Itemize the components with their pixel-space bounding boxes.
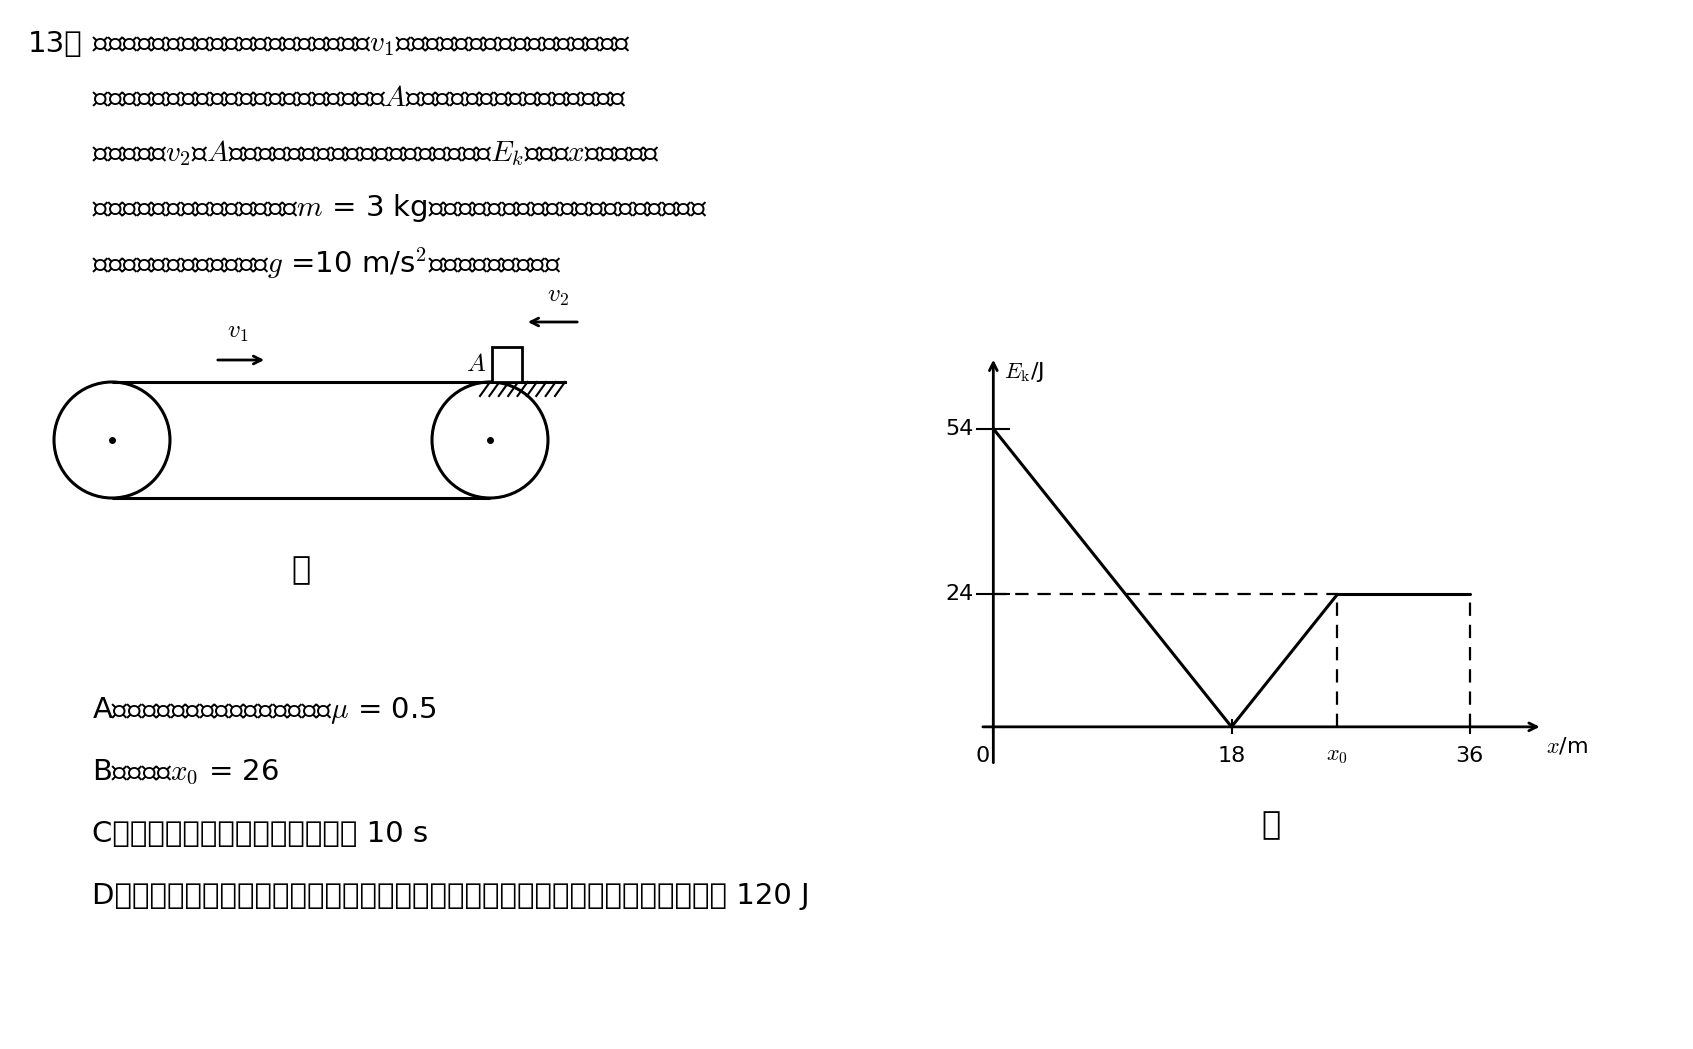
Text: $v_2$: $v_2$ (547, 284, 569, 308)
Text: $v_1$: $v_1$ (227, 320, 249, 344)
Text: $x_0$: $x_0$ (1327, 746, 1348, 766)
Text: 水平面与传送带上表面等高，二者平滑连接于$A$点。一滑块（可视为质点）以水平: 水平面与传送带上表面等高，二者平滑连接于$A$点。一滑块（可视为质点）以水平 (91, 84, 626, 112)
Text: $A$: $A$ (466, 352, 486, 376)
Text: $E_{\mathrm{k}}$/J: $E_{\mathrm{k}}$/J (1004, 360, 1045, 384)
Text: 图像如图乙所示。滑块的质量为$m$ = 3 kg，设最大静摩擦力等于滑动摩擦力，不计空: 图像如图乙所示。滑块的质量为$m$ = 3 kg，设最大静摩擦力等于滑动摩擦力，… (91, 192, 708, 224)
Text: 如图甲，一足够长的水平传送带以恒定速率$v_1$顺时针匀速转动，传送带右端的光滑: 如图甲，一足够长的水平传送带以恒定速率$v_1$顺时针匀速转动，传送带右端的光滑 (91, 30, 631, 58)
Text: 13．: 13． (29, 30, 83, 58)
Text: 气阻力，重力加速度大小为$g$ =10 m/s$^2$。下列说法正确的是: 气阻力，重力加速度大小为$g$ =10 m/s$^2$。下列说法正确的是 (91, 247, 562, 281)
Bar (493, 347, 521, 382)
Text: 36: 36 (1456, 746, 1483, 766)
Text: 向左的速度$v_2$从$A$点滑上传送带，在传送带上运动时其动能$E_{k}$随路程$x$变化的关系: 向左的速度$v_2$从$A$点滑上传送带，在传送带上运动时其动能$E_{k}$随… (91, 138, 660, 168)
Text: 18: 18 (1217, 746, 1246, 766)
Text: B．图乙中$x_0$ = 26: B．图乙中$x_0$ = 26 (91, 758, 279, 787)
Text: 乙: 乙 (1261, 810, 1282, 840)
Text: 54: 54 (945, 419, 973, 438)
Text: A．滑块与传送带间的动摩擦因数为$\mu$ = 0.5: A．滑块与传送带间的动摩擦因数为$\mu$ = 0.5 (91, 695, 437, 726)
Text: C．滑块在传送带上运动的时间为 10 s: C．滑块在传送带上运动的时间为 10 s (91, 820, 428, 848)
Text: 0: 0 (975, 746, 989, 766)
Text: 24: 24 (945, 584, 973, 604)
Text: 甲: 甲 (291, 555, 310, 586)
Text: D．从滑块滑上传送带到再次滑回水平面的过程中，传送带的电机多消耗的电能为 120 J: D．从滑块滑上传送带到再次滑回水平面的过程中，传送带的电机多消耗的电能为 120… (91, 882, 809, 909)
Text: $x$/m: $x$/m (1546, 735, 1588, 756)
